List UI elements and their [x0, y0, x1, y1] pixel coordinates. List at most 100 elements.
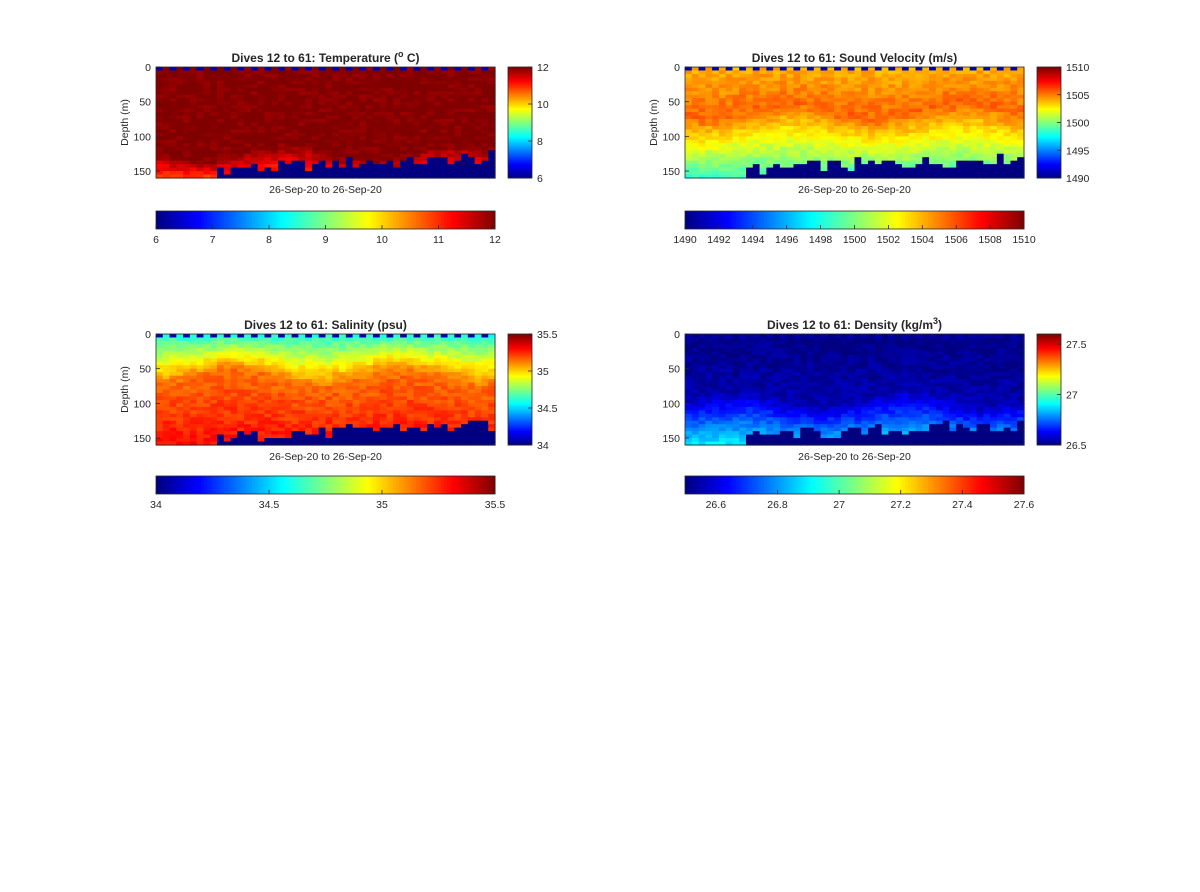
colorbar-segment: [846, 211, 850, 229]
heatmap-cell: [861, 132, 869, 137]
heatmap-cell: [217, 112, 225, 117]
heatmap-cell: [162, 403, 171, 408]
heatmap-cell: [183, 94, 191, 99]
heatmap-cell: [454, 77, 462, 82]
heatmap-cell: [433, 410, 442, 415]
heatmap-cell: [250, 361, 259, 366]
colorbar-segment: [300, 211, 304, 229]
colorbar-segment: [508, 111, 532, 114]
heatmap-cell: [284, 132, 293, 137]
heatmap-cell: [922, 101, 930, 106]
heatmap-cell: [325, 70, 333, 75]
heatmap-cell: [366, 70, 374, 75]
heatmap-cell: [983, 73, 991, 79]
heatmap-cell: [807, 132, 815, 137]
heatmap-cell: [386, 361, 394, 366]
heatmap-cell: [359, 420, 367, 425]
heatmap-cell: [386, 334, 394, 339]
x-axis-label: 26-Sep-20 to 26-Sep-20: [798, 184, 911, 196]
heatmap-cell: [461, 153, 469, 158]
heatmap-cell: [949, 67, 957, 72]
heatmap-cell: [284, 358, 293, 363]
heatmap-cell: [406, 382, 415, 387]
heatmap-cell: [230, 143, 238, 148]
heatmap-cell: [183, 105, 191, 110]
colorbar-segment: [769, 211, 774, 229]
heatmap-cell: [264, 427, 272, 432]
heatmap-cell: [440, 146, 449, 151]
heatmap-cell: [685, 122, 693, 127]
heatmap-cell: [922, 105, 930, 110]
heatmap-cell: [169, 403, 177, 408]
colorbar-segment: [353, 211, 358, 229]
heatmap-cell: [888, 164, 896, 169]
heatmap-cell: [345, 77, 354, 82]
colorbar-segment: [167, 211, 171, 229]
heatmap-cell: [718, 73, 727, 79]
heatmap-cell: [949, 157, 957, 162]
heatmap-cell: [779, 91, 788, 96]
colorbar-segment: [237, 211, 242, 229]
heatmap-cell: [386, 67, 394, 72]
heatmap-cell: [461, 70, 469, 75]
heatmap-cell: [712, 67, 720, 72]
heatmap-cell: [854, 67, 862, 72]
heatmap-cell: [278, 143, 286, 148]
heatmap-cell: [162, 157, 171, 162]
heatmap-cell: [786, 119, 795, 124]
heatmap-cell: [217, 431, 225, 436]
heatmap-cell: [461, 67, 469, 72]
heatmap-cell: [813, 125, 822, 131]
heatmap-cell: [359, 347, 367, 352]
heatmap-cell: [969, 112, 978, 117]
heatmap-cell: [291, 392, 299, 398]
heatmap-cell: [156, 410, 164, 415]
heatmap-cell: [223, 132, 232, 137]
heatmap-cell: [210, 139, 218, 144]
heatmap-cell: [162, 108, 171, 113]
colorbar-segment: [953, 211, 957, 229]
heatmap-cell: [698, 87, 706, 92]
heatmap-cell: [461, 94, 469, 99]
heatmap-cell: [813, 98, 822, 103]
heatmap-cell: [413, 143, 422, 148]
heatmap-cell: [1017, 125, 1025, 131]
heatmap-cell: [196, 403, 205, 408]
heatmap-cell: [718, 115, 727, 120]
heatmap-cell: [488, 112, 496, 117]
heatmap-cell: [284, 340, 293, 346]
heatmap-cell: [352, 372, 360, 377]
heatmap-cell: [372, 164, 381, 169]
heatmap-cell: [406, 438, 415, 443]
heatmap-cell: [1010, 153, 1018, 158]
heatmap-cell: [1010, 80, 1018, 85]
heatmap-cell: [278, 365, 286, 370]
heatmap-cell: [311, 372, 320, 377]
heatmap-cell: [372, 365, 381, 370]
heatmap-cell: [827, 108, 835, 113]
heatmap-cell: [196, 132, 205, 137]
colorbar-segment: [1037, 102, 1061, 105]
colorbar-segment: [843, 211, 847, 229]
heatmap-cell: [386, 337, 394, 342]
heatmap-cell: [935, 80, 944, 85]
colorbar-segment: [978, 211, 983, 229]
heatmap-cell: [759, 84, 767, 89]
heatmap-cell: [840, 70, 849, 75]
heatmap-cell: [746, 77, 754, 82]
heatmap-cell: [705, 119, 713, 124]
heatmap-cell: [183, 351, 191, 356]
heatmap-cell: [881, 77, 889, 82]
heatmap-cell: [156, 417, 164, 422]
heatmap-cell: [203, 347, 211, 352]
heatmap-cell: [922, 84, 930, 89]
heatmap-cell: [962, 164, 971, 169]
heatmap-cell: [339, 406, 347, 411]
heatmap-cell: [433, 340, 442, 346]
heatmap-cell: [868, 77, 876, 82]
heatmap-cells: [685, 67, 1025, 179]
colorbar-segment: [896, 211, 901, 229]
heatmap-cell: [311, 157, 320, 162]
heatmap-cell: [379, 146, 388, 151]
heatmap-cell: [922, 73, 930, 79]
